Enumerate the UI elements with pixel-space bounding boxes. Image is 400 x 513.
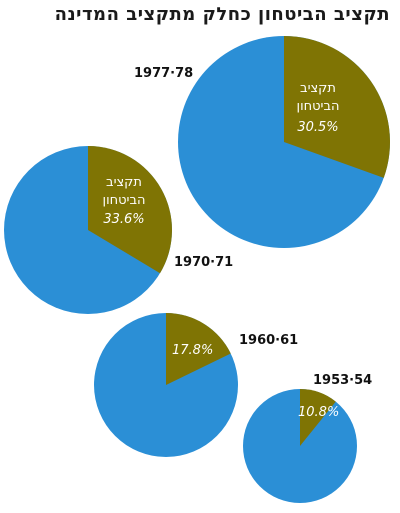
pie-4-year-label: 1953·54: [313, 373, 372, 388]
pie-3-defense-slice: [166, 313, 231, 385]
pie-2-slice-label-line-2: הביטחון: [103, 193, 146, 208]
pie-1-slice-label-line-2: הביטחון: [297, 99, 340, 114]
pie-1-defense-slice: [284, 36, 390, 178]
pie-1-slice-label-line-1: תקציב: [300, 81, 336, 96]
pie-4-value-label: 10.8%: [298, 405, 339, 420]
pie-1-value-label: 30.5%: [297, 120, 338, 135]
pie-4-defense-slice: [300, 389, 336, 446]
pie-1-year-label: 1977·78: [134, 66, 193, 81]
pie-2-year-label: 1970·71: [174, 255, 233, 270]
chart-title: תקציב הביטחון כחלק מתקציב המדינה: [54, 4, 390, 25]
pie-2-slice-label-line-1: תקציב: [106, 175, 142, 190]
pie-2-value-label: 33.6%: [103, 212, 144, 227]
pie-3-year-label: 1960·61: [239, 333, 298, 348]
pie-2-defense-slice: [88, 146, 173, 274]
pie-3-value-label: 17.8%: [172, 343, 213, 358]
